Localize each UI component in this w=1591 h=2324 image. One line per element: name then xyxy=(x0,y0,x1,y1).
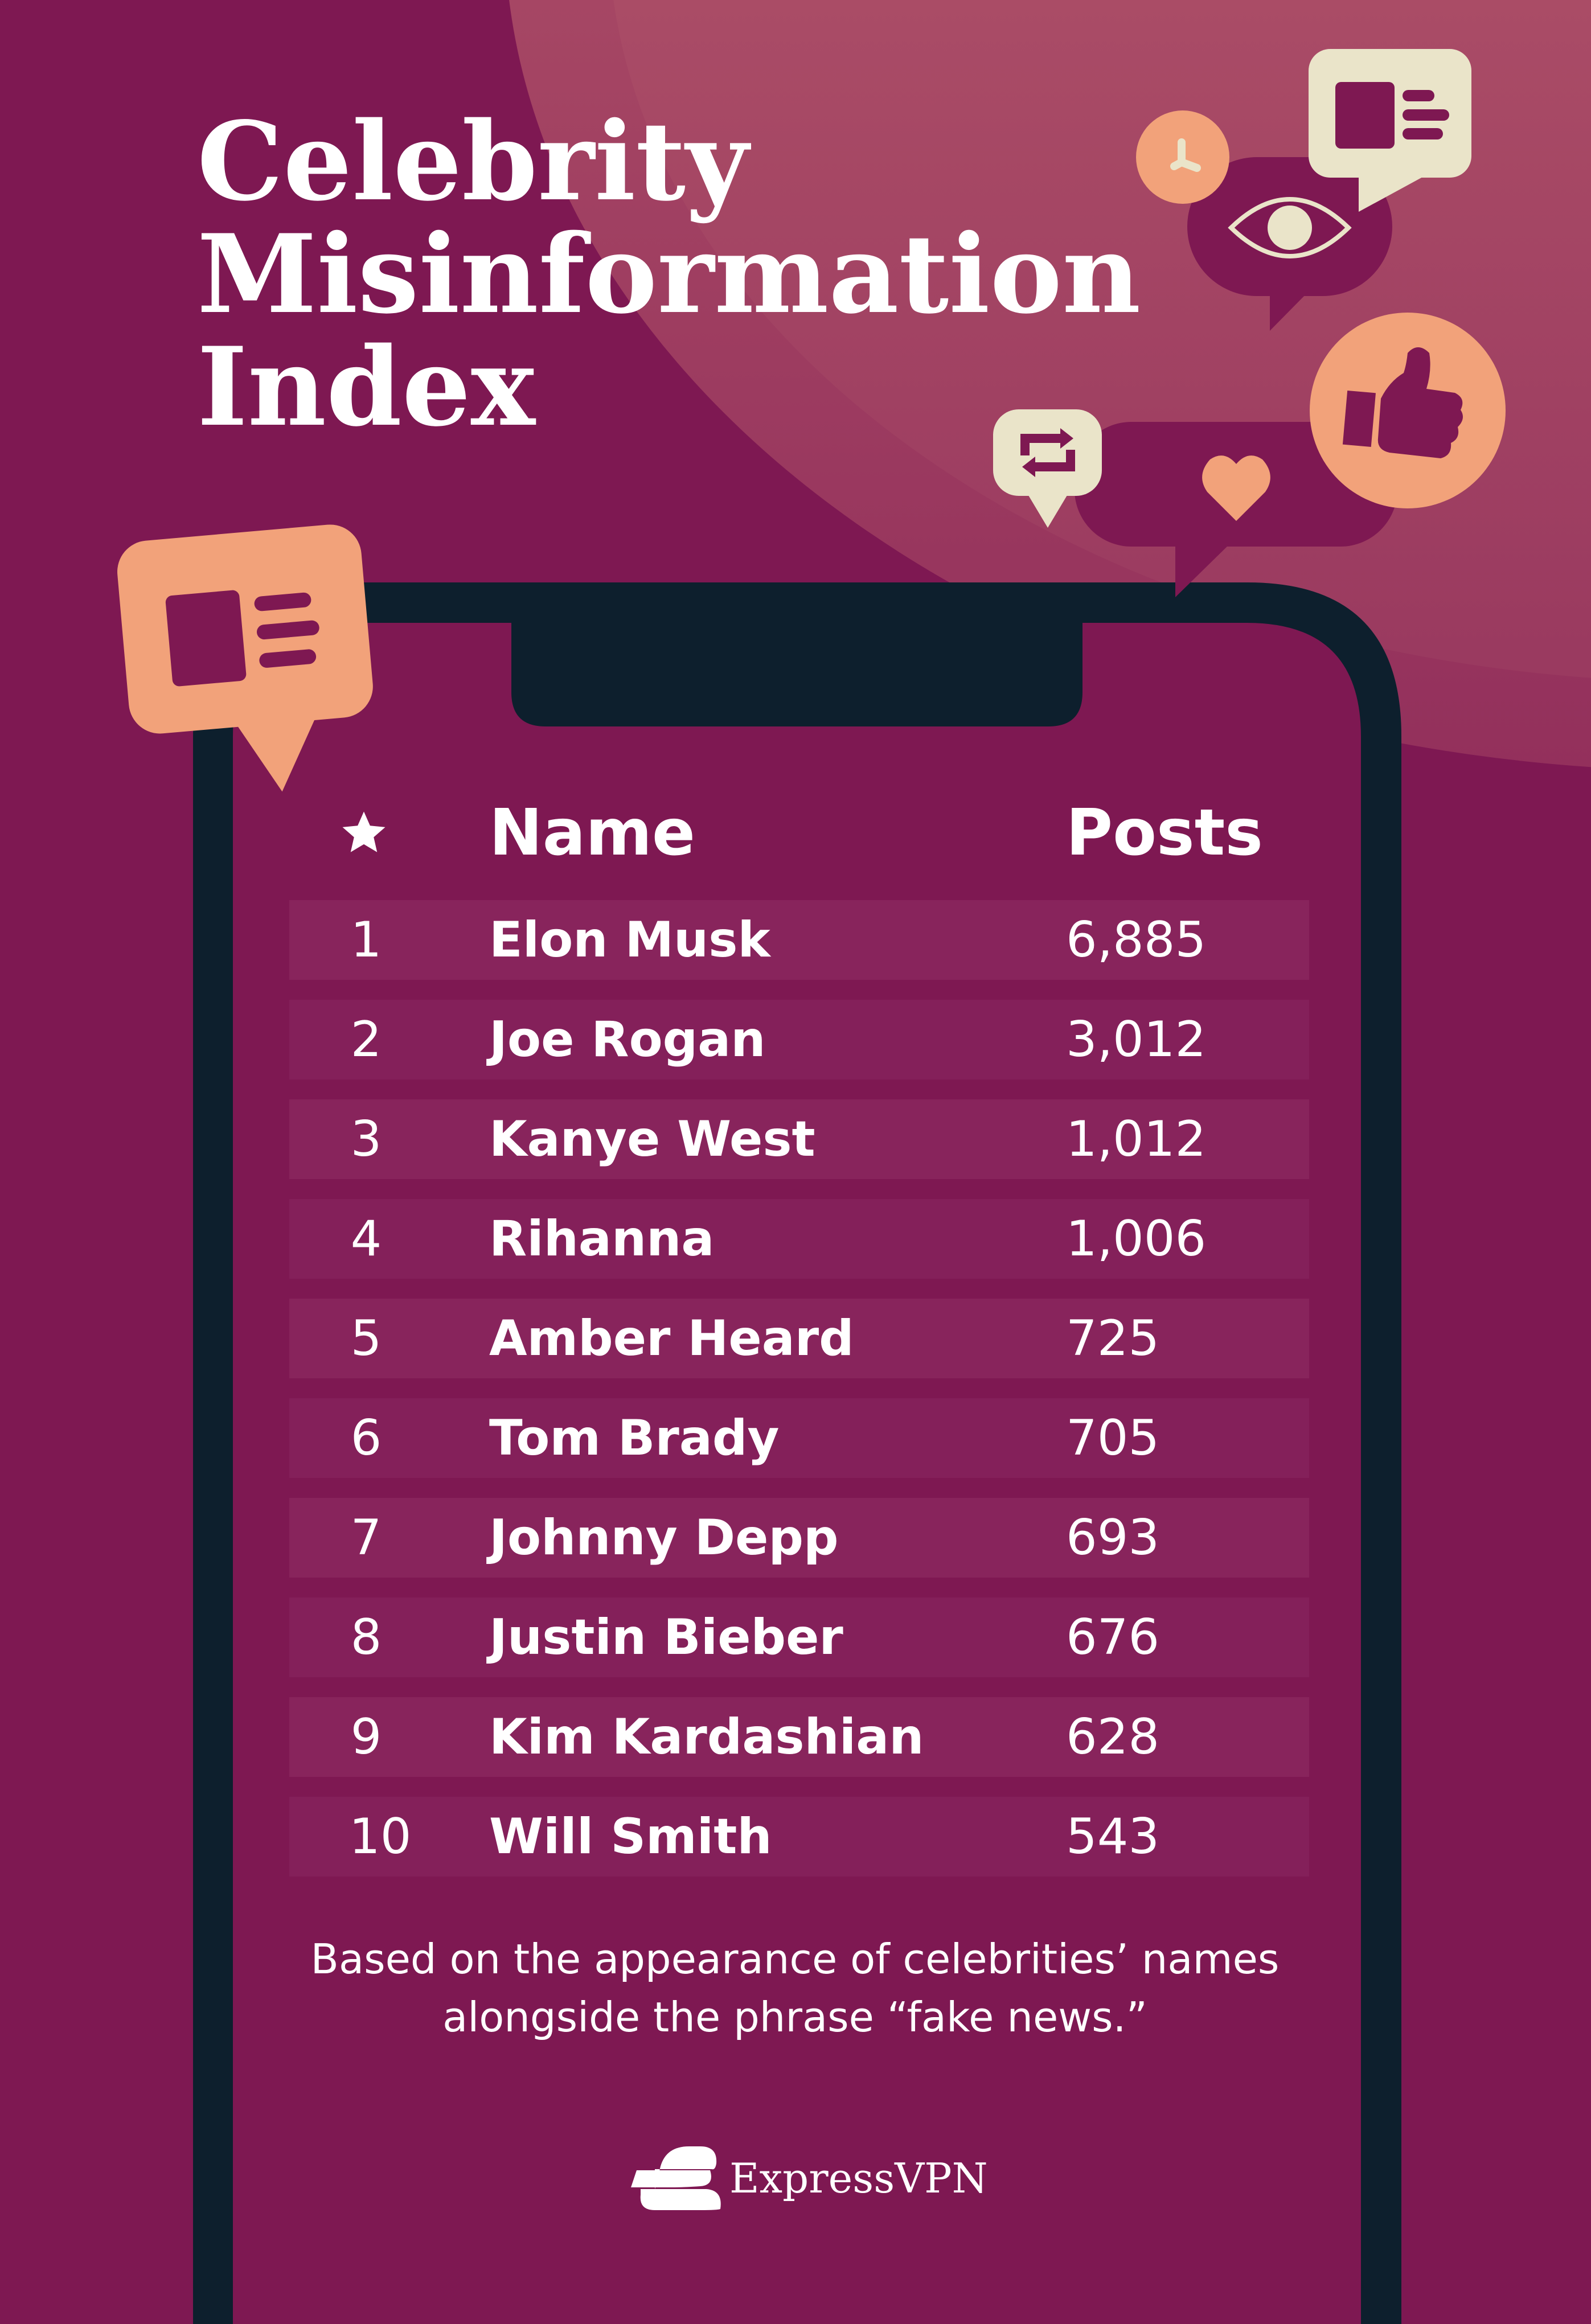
rank-cell: 8 xyxy=(350,1609,382,1666)
rank-cell: 9 xyxy=(350,1709,382,1765)
table-row: 10 Will Smith 543 xyxy=(289,1797,1309,1877)
footnote-line: Based on the appearance of celebrities’ … xyxy=(310,1935,1280,1983)
column-header-name: Name xyxy=(489,796,695,870)
table-row: 1 Elon Musk 6,885 xyxy=(289,900,1309,980)
posts-cell: 1,012 xyxy=(1066,1111,1207,1168)
heart-icon xyxy=(1075,422,1397,597)
rank-cell: 2 xyxy=(350,1011,382,1068)
title-line: Index xyxy=(197,323,536,450)
share-icon xyxy=(1136,110,1229,204)
name-cell: Will Smith xyxy=(489,1808,772,1865)
rank-cell: 5 xyxy=(350,1310,382,1367)
page-title: Celebrity Misinformation Index xyxy=(197,105,1141,444)
rank-cell: 10 xyxy=(349,1808,412,1865)
posts-cell: 3,012 xyxy=(1066,1011,1207,1068)
name-cell: Elon Musk xyxy=(489,911,770,968)
rank-cell: 6 xyxy=(350,1410,382,1467)
expressvpn-logo-icon xyxy=(631,2146,721,2210)
name-cell: Kanye West xyxy=(489,1111,815,1168)
name-cell: Tom Brady xyxy=(489,1410,780,1467)
name-cell: Joe Rogan xyxy=(489,1011,766,1068)
posts-cell: 628 xyxy=(1066,1709,1160,1765)
posts-cell: 6,885 xyxy=(1066,911,1207,968)
rank-cell: 3 xyxy=(350,1111,382,1168)
news-article-icon xyxy=(1309,49,1471,212)
star-icon xyxy=(342,811,386,852)
table-row: 6 Tom Brady 705 xyxy=(289,1398,1309,1478)
footnote: Based on the appearance of celebrities’ … xyxy=(228,1930,1362,2046)
name-cell: Amber Heard xyxy=(489,1310,854,1367)
phone-notch xyxy=(511,582,1082,726)
eye-icon xyxy=(1187,157,1392,331)
rank-cell: 4 xyxy=(350,1210,382,1267)
posts-cell: 676 xyxy=(1066,1609,1160,1666)
name-cell: Kim Kardashian xyxy=(489,1709,924,1765)
rank-cell: 1 xyxy=(350,911,382,968)
title-line: Misinformation xyxy=(197,211,1141,338)
table-row: 2 Joe Rogan 3,012 xyxy=(289,1000,1309,1079)
name-cell: Justin Bieber xyxy=(489,1609,843,1666)
rank-cell: 7 xyxy=(350,1509,382,1566)
table-row: 9 Kim Kardashian 628 xyxy=(289,1697,1309,1777)
name-cell: Rihanna xyxy=(489,1210,715,1267)
thumbs-up-icon xyxy=(1310,313,1506,508)
name-cell: Johnny Depp xyxy=(489,1509,839,1566)
posts-cell: 705 xyxy=(1066,1410,1160,1467)
repost-icon xyxy=(993,409,1102,528)
brand-name: ExpressVPN xyxy=(729,2154,988,2202)
posts-cell: 1,006 xyxy=(1066,1210,1207,1267)
table-row: 7 Johnny Depp 693 xyxy=(289,1498,1309,1578)
table-row: 5 Amber Heard 725 xyxy=(289,1299,1309,1378)
posts-cell: 693 xyxy=(1066,1509,1160,1566)
posts-cell: 725 xyxy=(1066,1310,1160,1367)
table-row: 4 Rihanna 1,006 xyxy=(289,1199,1309,1279)
news-article-icon xyxy=(117,524,373,792)
table-row: 3 Kanye West 1,012 xyxy=(289,1099,1309,1179)
column-header-posts: Posts xyxy=(1066,796,1263,870)
footnote-line: alongside the phrase “fake news.” xyxy=(442,1993,1147,2041)
posts-cell: 543 xyxy=(1066,1808,1160,1865)
table-row: 8 Justin Bieber 676 xyxy=(289,1598,1309,1677)
title-line: Celebrity xyxy=(197,98,749,225)
